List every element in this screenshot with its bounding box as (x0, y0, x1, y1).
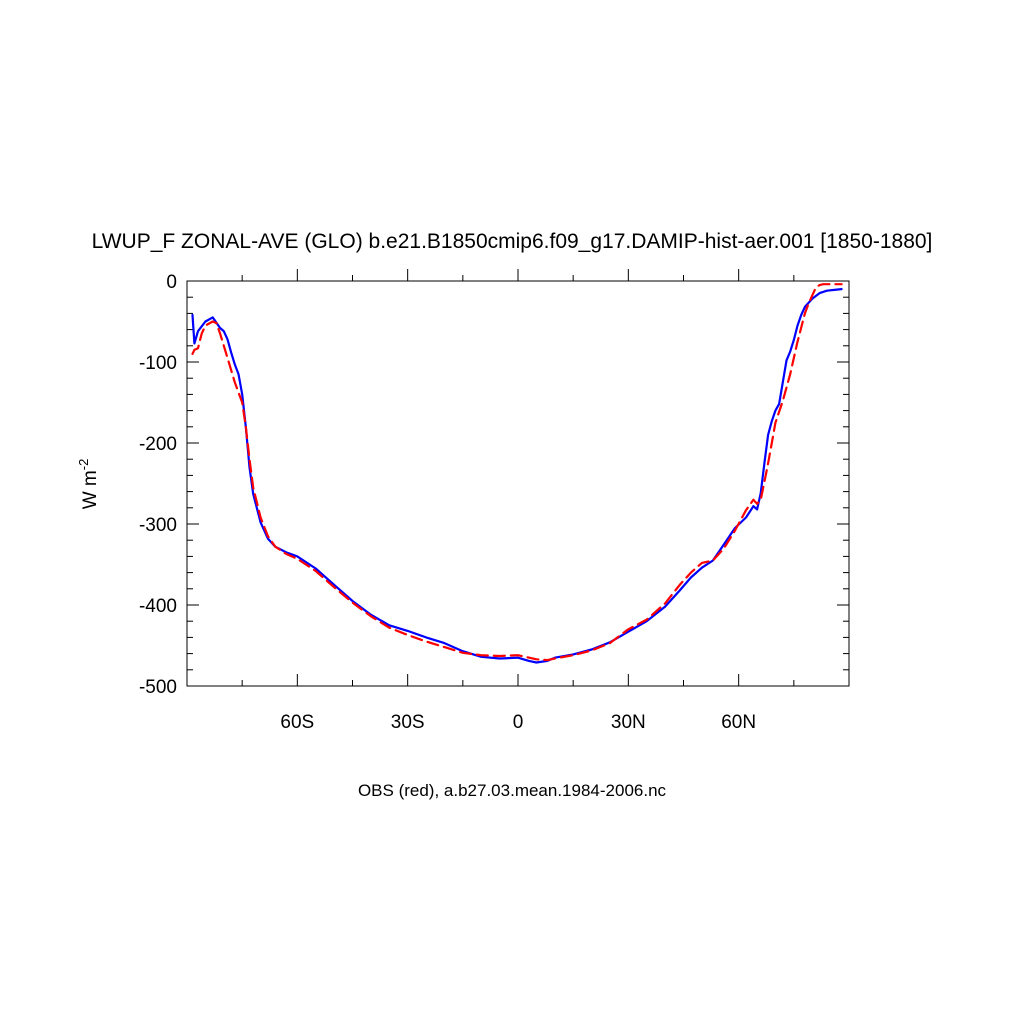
series-lines (191, 283, 843, 664)
y-tick-label: -400 (139, 596, 177, 617)
x-tick-labels: 60S 30S 0 30N 60N (280, 712, 756, 733)
x-tick-label: 60N (721, 712, 756, 733)
x-tick-label: 0 (513, 712, 524, 733)
plot-frame (186, 280, 850, 687)
minor-ticks (187, 275, 849, 686)
y-tick-label: -100 (139, 353, 177, 374)
x-tick-label: 60S (280, 712, 314, 733)
obs-series-line (191, 283, 843, 662)
y-tick-label: -200 (139, 434, 177, 455)
y-axis-label: W m-2 (76, 459, 101, 510)
y-tick-labels: 0 -100 -200 -300 -400 -500 (139, 272, 177, 698)
y-tick-label: -500 (139, 677, 177, 698)
chart-title: LWUP_F ZONAL-AVE (GLO) b.e21.B1850cmip6.… (92, 230, 933, 253)
y-axis-label-superscript: -2 (76, 459, 91, 471)
model-series-line (191, 288, 843, 664)
x-tick-label: 30N (611, 712, 646, 733)
x-tick-label: 30S (391, 712, 425, 733)
y-tick-label: -300 (139, 515, 177, 536)
plot-area (186, 269, 850, 687)
y-axis-label-main: W m (80, 470, 101, 509)
major-ticks (187, 269, 849, 687)
y-tick-label: 0 (166, 272, 177, 293)
chart-caption: OBS (red), a.b27.03.mean.1984-2006.nc (358, 781, 667, 800)
